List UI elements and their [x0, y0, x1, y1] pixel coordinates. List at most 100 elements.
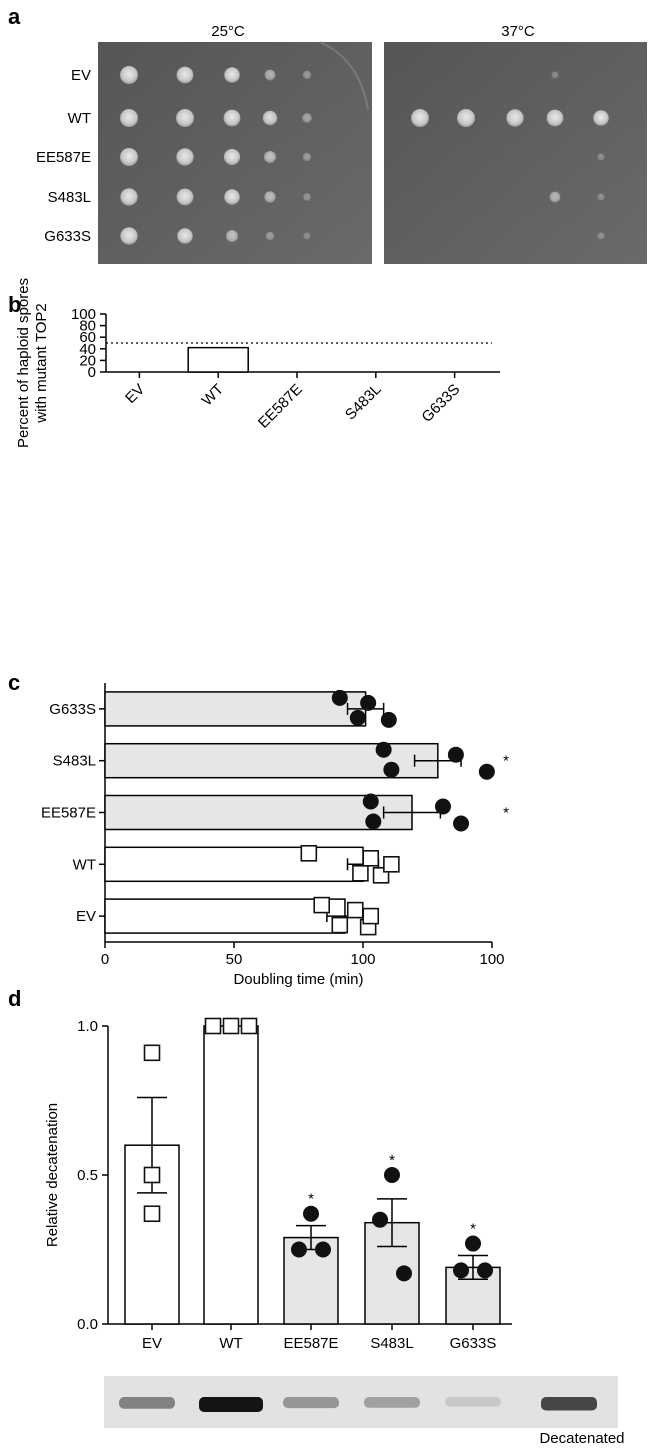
gel-band [199, 1397, 263, 1412]
gel-band [364, 1397, 420, 1408]
colonies-37c [411, 71, 609, 240]
plate-25c-colony [265, 231, 275, 241]
chart-c-bar-g633s [104, 691, 367, 727]
chart-b-x-tick-label-wt: WT [199, 381, 228, 410]
chart-d-point-ee587e [303, 1205, 319, 1222]
chart-d-x-tick-label-g633s: G633S [450, 1335, 497, 1352]
plate-37c-colony [551, 71, 559, 79]
temperature-label-37: 37°C [501, 23, 535, 40]
temperature-label-25: 25°C [211, 23, 245, 40]
chart-d-point-ev [143, 1044, 161, 1062]
plate-37c-colony [593, 110, 609, 126]
chart-d-x-tick-label-s483l: S483L [370, 1335, 413, 1352]
chart-c-point-ee587e [365, 813, 382, 830]
chart-c-point-ev [362, 907, 380, 925]
chart-b-x-tick-label-ee587e: EE587E [255, 381, 306, 432]
chart-c-point-s483l [375, 741, 392, 758]
plate-37c-colony [546, 109, 564, 127]
chart-c-point-ee587e [453, 815, 470, 832]
panel-b-letter: b [8, 292, 21, 317]
plate-37c-colony [597, 153, 605, 161]
plate-25c-colony [120, 227, 138, 245]
chart-b-x-tick-label-g633s: G633S [418, 381, 463, 426]
chart-c-point-g633s [360, 694, 377, 711]
chart-d-bar-wt [203, 1025, 259, 1325]
chart-b-y-axis-title-line: with mutant TOP2 [33, 303, 50, 424]
colonies-25c [120, 66, 312, 245]
chart-b-y-axis-title-line: Percent of haploid spores [15, 278, 32, 448]
plate-25c-colony [177, 228, 193, 244]
plate-25c-colony [264, 191, 276, 203]
plate-25c-colony [176, 188, 194, 206]
chart-d-significance-ee587e: * [308, 1191, 314, 1208]
chart-c-x-tick-label: 100 [479, 951, 504, 968]
chart-d-point-s483l [372, 1211, 388, 1228]
chart-b-y-tick-label: 20 [79, 352, 96, 369]
plate-25c-colony [303, 232, 311, 240]
plate-37c-colony [597, 193, 605, 201]
plate-25c-colony [176, 148, 194, 166]
panel-d-letter: d [8, 986, 21, 1011]
chart-c-x-tick-label: 0 [101, 951, 109, 968]
plate-25c-colony [262, 110, 278, 126]
chart-c-point-g633s [331, 689, 348, 706]
plate-25c-colony [120, 66, 138, 84]
row-label-ev: EV [71, 67, 91, 84]
row-label-g633s: G633S [44, 228, 91, 245]
chart-d-x-tick-label-wt: WT [219, 1335, 242, 1352]
chart-b-y-tick-label: 80 [79, 318, 96, 335]
plate-25c-colony [303, 193, 311, 201]
chart-d-point-s483l [384, 1167, 400, 1183]
plate-25c-colony [302, 113, 312, 123]
gel-decatenated-label: Decatenated [539, 1430, 624, 1447]
gel-image [104, 1376, 618, 1428]
chart-d-y-axis-title: Relative decatenation [44, 1103, 61, 1247]
chart-c-point-ev [331, 916, 349, 934]
chart-b-y-axis-title: Percent of haploid sporeswith mutant TOP… [15, 278, 50, 448]
chart-d: 0.0 0.5 1.0 Relative decatenation EV WT * EE587… [44, 1017, 512, 1352]
gel-background [104, 1376, 618, 1428]
plate-25c-colony [226, 230, 238, 242]
chart-d-point-g633s [477, 1262, 493, 1279]
chart-d-point-wt [204, 1017, 222, 1035]
plate-25c-colony [264, 69, 276, 81]
gel-band [445, 1397, 501, 1407]
chart-c-point-ee587e [434, 798, 451, 815]
chart-d-point-g633s [465, 1235, 481, 1252]
plate-edge-reflection [319, 41, 369, 111]
chart-c-point-s483l [478, 763, 495, 780]
chart-c-point-ev [313, 896, 331, 914]
chart-c-point-s483l [447, 746, 464, 763]
panel-a-row-labels: EV WT EE587E S483L G633S [36, 67, 91, 245]
row-label-wt: WT [68, 110, 91, 127]
chart-c-point-ev [346, 901, 364, 919]
gel-band [119, 1397, 175, 1409]
chart-d-point-ev [143, 1205, 161, 1223]
row-label-ee587e: EE587E [36, 149, 91, 166]
chart-c-point-wt [362, 849, 380, 867]
chart-d-y-tick-label: 1.0 [77, 1018, 98, 1035]
chart-c-point-s483l [383, 761, 400, 778]
panel-d: d 0.0 0.5 1.0 Relative decatenation EV WT * EE5… [8, 986, 625, 1447]
gel-band [541, 1397, 597, 1411]
panel-a-letter: a [8, 4, 21, 29]
chart-d-x-tick-label-ev: EV [142, 1335, 162, 1352]
chart-b-y-tick-label: 100 [71, 306, 96, 323]
chart-c-y-tick-label-s483l: S483L [53, 753, 96, 770]
panel-c: c G633S S483L * EE587E * WT EV 0 50 100 100 Doublin… [8, 670, 509, 988]
chart-d-significance-g633s: * [470, 1221, 476, 1238]
plate-37c-colony [411, 109, 429, 127]
panel-c-letter: c [8, 670, 20, 695]
chart-c-point-ee587e [362, 793, 379, 810]
panel-a: a 25°C 37°C EV WT EE587E S483L G633S [8, 4, 647, 264]
chart-b-x-tick-label-s483l: S483L [342, 381, 385, 424]
plate-25c-colony [224, 67, 240, 83]
chart-c-x-tick-label: 100 [350, 951, 375, 968]
chart-c-significance-ee587e: * [503, 805, 509, 822]
chart-c-point-wt [352, 864, 369, 882]
plate-25c-colony [120, 188, 138, 206]
chart-d-point-g633s [453, 1262, 469, 1279]
plate-25c-colony [223, 148, 241, 166]
